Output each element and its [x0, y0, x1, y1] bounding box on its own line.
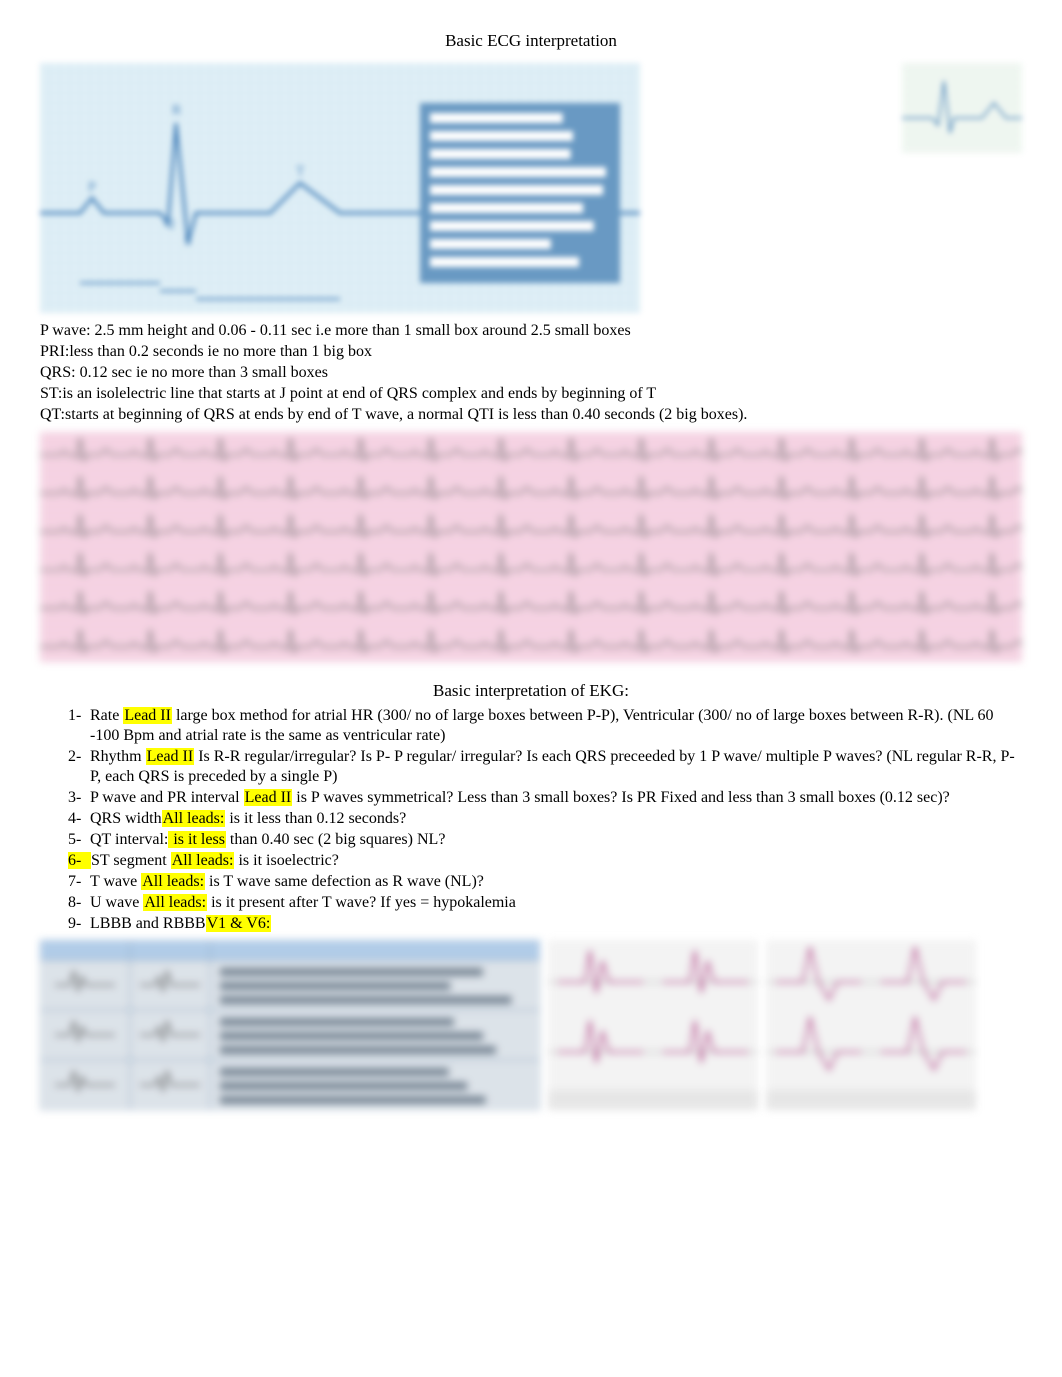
- interpretation-step: Rate Lead II large box method for atrial…: [68, 706, 1022, 746]
- step-post: is T wave same defection as R wave (NL)?: [205, 873, 484, 890]
- step-post: is it less than 0.12 seconds?: [225, 810, 406, 827]
- interpretation-step: QT interval: is it less than 0.40 sec (2…: [68, 830, 1022, 850]
- ecg-parameter: PRI:less than 0.2 seconds ie no more tha…: [40, 342, 1022, 362]
- interpretation-step: QRS widthAll leads: is it less than 0.12…: [68, 809, 1022, 829]
- interpretation-step: T wave All leads: is T wave same defecti…: [68, 872, 1022, 892]
- step-post: is it isoelectric?: [234, 852, 338, 869]
- svg-text:S: S: [184, 234, 192, 249]
- bundle-branch-block-table: [40, 940, 540, 1110]
- page-title: Basic ECG interpretation: [40, 30, 1022, 51]
- interpretation-step: U wave All leads: is it present after T …: [68, 893, 1022, 913]
- ecg-small-waveform: [902, 63, 1022, 153]
- step-post: than 0.40 sec (2 big squares) NL?: [226, 831, 446, 848]
- svg-text:R: R: [172, 103, 182, 118]
- param-desc: 0.12 sec ie no more than 3 small boxes: [76, 364, 328, 381]
- ecg-parameter: P wave: 2.5 mm height and 0.06 - 0.11 se…: [40, 321, 1022, 341]
- step-highlight: Lead II: [123, 707, 172, 724]
- ecg-12-lead-strip: [40, 432, 1022, 662]
- param-desc: less than 0.2 seconds ie no more than 1 …: [69, 343, 372, 360]
- interpretation-step: Rhythm Lead II Is R-R regular/irregular?…: [68, 747, 1022, 787]
- interpretation-step: P wave and PR interval Lead II is P wave…: [68, 788, 1022, 808]
- param-desc: 2.5 mm height and 0.06 - 0.11 sec i.e mo…: [91, 322, 631, 339]
- svg-text:P: P: [88, 180, 96, 195]
- step-highlight: is it less: [168, 831, 226, 848]
- param-desc: is an isolelectric line that starts at J…: [62, 385, 656, 402]
- step-highlight: Lead II: [244, 789, 293, 806]
- step-post: is it present after T wave? If yes = hyp…: [207, 894, 516, 911]
- bbb-figure-row: [40, 940, 1022, 1110]
- ecg-parameters-block: P wave: 2.5 mm height and 0.06 - 0.11 se…: [40, 321, 1022, 425]
- step-post: large box method for atrial HR (300/ no …: [90, 707, 994, 744]
- param-tail: a normal QTI is less than 0.40 seconds (…: [403, 406, 747, 423]
- step-post: Is R-R regular/irregular? Is P- P regula…: [90, 748, 1015, 785]
- step-highlight: All leads:: [162, 810, 226, 827]
- param-label: P wave:: [40, 322, 91, 339]
- step-pre: Rhythm: [90, 748, 146, 765]
- step-pre: P wave and PR interval: [90, 789, 244, 806]
- param-label: QT:: [40, 406, 65, 423]
- interpretation-subtitle: Basic interpretation of EKG:: [40, 680, 1022, 701]
- step-pre: ST segment: [91, 852, 171, 869]
- step-pre: LBBB and RBBB: [90, 915, 206, 932]
- step-highlight: All leads:: [171, 852, 235, 869]
- step-pre: Rate: [90, 707, 123, 724]
- step-pre: T wave: [90, 873, 141, 890]
- step-post: is P waves symmetrical? Less than 3 smal…: [292, 789, 950, 806]
- bbb-small-ecg-1: [548, 940, 758, 1110]
- interpretation-step: ST segment All leads: is it isoelectric?: [68, 851, 1022, 871]
- param-label: PRI:: [40, 343, 69, 360]
- step-highlight: All leads:: [143, 894, 207, 911]
- step-pre: QT interval:: [90, 831, 168, 848]
- step-highlight: V1 & V6:: [206, 915, 272, 932]
- param-label: QRS:: [40, 364, 76, 381]
- param-label: ST:: [40, 385, 62, 402]
- svg-text:Q: Q: [164, 216, 174, 231]
- step-pre: QRS width: [90, 810, 162, 827]
- interpretation-steps-list: Rate Lead II large box method for atrial…: [40, 706, 1022, 934]
- top-figure-row: P Q R S T: [40, 63, 1022, 313]
- step-pre: U wave: [90, 894, 143, 911]
- svg-text:T: T: [296, 164, 305, 179]
- bbb-small-ecg-2: [766, 940, 976, 1110]
- step-highlight: All leads:: [141, 873, 205, 890]
- ecg-waveform-diagram: P Q R S T: [40, 63, 640, 313]
- param-desc: starts at beginning of QRS at ends by en…: [65, 406, 403, 423]
- ecg-parameter: QT:starts at beginning of QRS at ends by…: [40, 405, 1022, 425]
- step-highlight: Lead II: [146, 748, 195, 765]
- ecg-parameter: QRS: 0.12 sec ie no more than 3 small bo…: [40, 363, 1022, 383]
- ecg-parameter: ST:is an isolelectric line that starts a…: [40, 384, 1022, 404]
- interpretation-step: LBBB and RBBBV1 & V6:: [68, 914, 1022, 934]
